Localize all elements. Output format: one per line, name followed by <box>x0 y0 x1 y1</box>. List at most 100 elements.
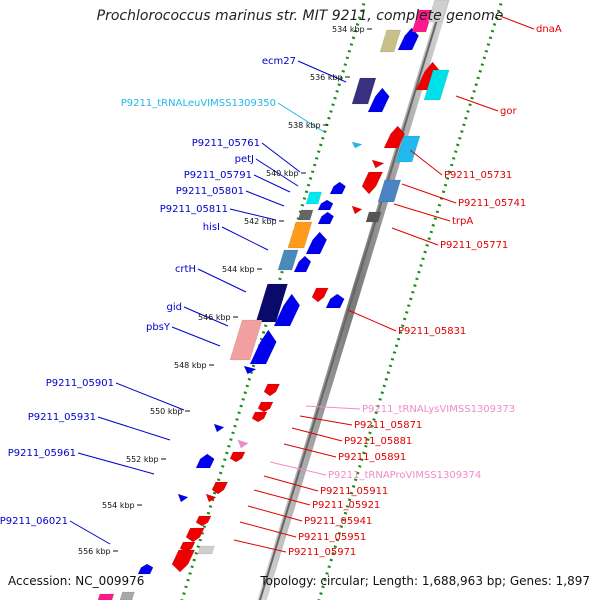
leader-line <box>115 382 185 411</box>
feature-arrow <box>185 527 205 543</box>
feature-arrow <box>257 401 274 413</box>
kbp-tick-label: 542 kbp <box>244 217 277 226</box>
leader-line <box>291 427 343 442</box>
kbp-tick-label: 540 kbp <box>266 169 299 178</box>
feature-box <box>379 29 402 53</box>
feature-box <box>427 0 449 23</box>
leader-line <box>239 521 297 538</box>
gene-label-left: P9211_05931 <box>28 412 96 423</box>
gene-label-left: ecm27 <box>262 56 296 67</box>
leader-line <box>297 60 347 83</box>
feature-trna <box>351 141 363 149</box>
feature-arrow <box>211 481 229 495</box>
leader-line <box>245 190 285 207</box>
leader-line <box>277 102 325 133</box>
feature-arrow <box>213 423 225 433</box>
feature-arrow <box>171 549 196 573</box>
leader-line <box>221 226 269 251</box>
feature-box <box>377 179 402 203</box>
feature-arrow <box>305 231 328 255</box>
feature-box <box>395 135 421 163</box>
gene-labels: ecm27 P9211_tRNALeuVIMSS1309350 P9211_0576… <box>0 24 562 558</box>
feature-box <box>197 545 215 555</box>
kbp-tick-label: 544 kbp <box>222 265 255 274</box>
leader-line <box>255 158 299 187</box>
leader-line <box>77 452 155 475</box>
feature-box <box>287 221 313 249</box>
feature-box <box>229 319 263 361</box>
gene-label-right: P9211_05741 <box>458 198 526 209</box>
feature-arrow <box>137 563 154 575</box>
kbp-tick-label: 554 kbp <box>102 501 135 510</box>
gene-label-right: trpA <box>452 216 473 227</box>
leader-line <box>393 203 451 222</box>
backbone-line <box>257 0 450 600</box>
leader-line <box>263 475 319 492</box>
leader-line <box>261 142 301 173</box>
gene-label-left: P9211_tRNALeuVIMSS1309350 <box>121 98 276 109</box>
leader-line <box>171 326 221 347</box>
leader-line <box>283 443 337 458</box>
gene-features <box>97 0 450 600</box>
gene-label-right: P9211_05881 <box>344 436 412 447</box>
feature-arrow <box>177 493 189 503</box>
feature-arrow <box>329 181 346 195</box>
gene-label-left: P9211_05801 <box>176 186 244 197</box>
gene-label-left: P9211_05811 <box>160 204 228 215</box>
kbp-tick-label: 536 kbp <box>310 73 343 82</box>
gene-label-left: crtH <box>175 264 196 275</box>
gene-label-right: P9211_05871 <box>354 420 422 431</box>
feature-arrow <box>195 453 215 469</box>
gene-label-right: dnaA <box>536 24 562 35</box>
backbone-core-line <box>258 0 445 600</box>
feature-box <box>411 9 434 33</box>
feature-arrow <box>367 87 390 113</box>
gene-label-right: P9211_05891 <box>338 452 406 463</box>
gene-label-left: P9211_06021 <box>0 516 68 527</box>
feature-arrow <box>397 27 420 51</box>
feature-box <box>297 209 314 221</box>
feature-arrow <box>371 159 385 169</box>
gene-label-left: P9211_05901 <box>46 378 114 389</box>
feature-arrow <box>205 493 217 503</box>
gene-label-right: P9211_05941 <box>304 516 372 527</box>
gene-label-left: P9211_05791 <box>184 170 252 181</box>
feature-box <box>119 591 135 600</box>
feature-arrow <box>317 199 334 211</box>
feature-arrow <box>243 365 257 375</box>
feature-arrow <box>273 293 301 327</box>
feature-arrow <box>251 411 268 423</box>
gene-label-left: pbsY <box>146 322 171 333</box>
kbp-tick-label: 550 kbp <box>150 407 183 416</box>
feature-arrow <box>229 451 246 463</box>
feature-box <box>351 77 377 105</box>
leader-line <box>97 416 171 441</box>
feature-arrow <box>351 205 363 215</box>
kbp-tick-label: 556 kbp <box>78 547 111 556</box>
gene-label-right: P9211_05951 <box>298 532 366 543</box>
gene-label-right: P9211_05911 <box>320 486 388 497</box>
leader-line <box>499 15 535 30</box>
kbp-tick-labels: 534 kbp 536 kbp 538 kbp 540 kbp 542 kbp 544 k… <box>78 25 372 556</box>
leader-line <box>253 489 311 506</box>
leader-line <box>299 415 353 426</box>
gene-label-right: P9211_05771 <box>440 240 508 251</box>
gene-label-right: P9211_05971 <box>288 547 356 558</box>
gene-label-left: hisI <box>203 222 220 233</box>
feature-box <box>365 211 382 223</box>
accession-text: Accession: NC_009976 <box>8 574 145 588</box>
feature-arrow <box>317 211 334 225</box>
gene-label-left: P9211_05761 <box>192 138 260 149</box>
gene-label-right: P9211_tRNALysVIMSS1309373 <box>362 404 515 415</box>
leader-line <box>253 174 291 193</box>
kbp-tick-label: 552 kbp <box>126 455 159 464</box>
feature-arrow <box>383 125 406 149</box>
feature-arrow <box>361 171 384 195</box>
feature-box <box>305 191 322 205</box>
ruler-dotted-lines <box>180 0 504 600</box>
kbp-tick-label: 548 kbp <box>174 361 207 370</box>
leader-line <box>197 268 247 293</box>
leader-line <box>269 461 327 476</box>
